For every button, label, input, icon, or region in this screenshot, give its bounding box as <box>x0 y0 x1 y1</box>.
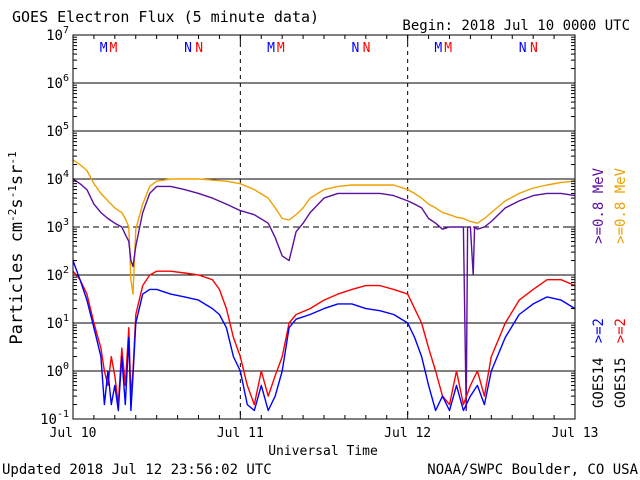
position-marker: N <box>351 41 359 56</box>
x-tick-label: Jul 11 <box>217 426 264 441</box>
chart-legend: GOES14 >=2 >=0.8 MeV GOES15 >=2 >=0.8 MeV <box>591 167 629 408</box>
position-marker: M <box>434 41 442 56</box>
position-marker: M <box>110 41 118 56</box>
chart-title: GOES Electron Flux (5 minute data) <box>12 8 319 26</box>
y-tick-label: 10-1 <box>40 409 69 428</box>
position-marker: N <box>184 41 192 56</box>
legend-entry: >=0.8 MeV <box>591 167 607 243</box>
gridlines <box>73 82 575 372</box>
series-line-3 <box>72 260 576 412</box>
source-credit: NOAA/SWPC Boulder, CO USA <box>427 462 638 478</box>
updated-timestamp: Updated 2018 Jul 12 23:56:02 UTC <box>2 462 272 478</box>
legend-entry: >=0.8 MeV <box>613 167 629 243</box>
y-tick-label: 107 <box>46 25 69 44</box>
x-axis-label: Universal Time <box>268 444 378 459</box>
y-tick-label: 100 <box>46 361 69 380</box>
x-tick-label: Jul 13 <box>552 426 599 441</box>
position-marker: N <box>363 41 371 56</box>
x-axis-ticks: Jul 10 Jul 11 Jul 12 Jul 13 <box>50 35 599 441</box>
legend-group-label: GOES14 <box>591 357 607 408</box>
y-tick-label: 103 <box>46 217 69 236</box>
data-series <box>72 159 576 412</box>
position-marker: M <box>444 41 452 56</box>
x-tick-label: Jul 12 <box>384 426 431 441</box>
position-marker: M <box>100 41 108 56</box>
series-line-1 <box>72 178 576 412</box>
position-marker: N <box>195 41 203 56</box>
series-line-0 <box>72 159 576 295</box>
begin-time: Begin: 2018 Jul 10 0000 UTC <box>402 18 630 34</box>
y-tick-label: 105 <box>46 121 69 140</box>
y-tick-label: 104 <box>46 169 69 188</box>
position-marker: N <box>530 41 538 56</box>
y-tick-label: 102 <box>46 265 69 284</box>
legend-entry: >=2 <box>591 318 607 343</box>
x-tick-label: Jul 10 <box>50 426 97 441</box>
y-axis-label: Particles cm-2s-1sr-1 <box>6 151 27 344</box>
y-tick-label: 106 <box>46 73 69 92</box>
legend-entry: >=2 <box>613 318 629 343</box>
y-axis-ticks: 10-1 100 101 102 103 104 105 106 107 <box>40 25 575 428</box>
y-tick-label: 101 <box>46 313 69 332</box>
position-marker: M <box>267 41 275 56</box>
legend-group-label: GOES15 <box>613 357 629 408</box>
position-marker: M <box>277 41 285 56</box>
position-marker: N <box>519 41 527 56</box>
series-line-2 <box>72 270 576 406</box>
